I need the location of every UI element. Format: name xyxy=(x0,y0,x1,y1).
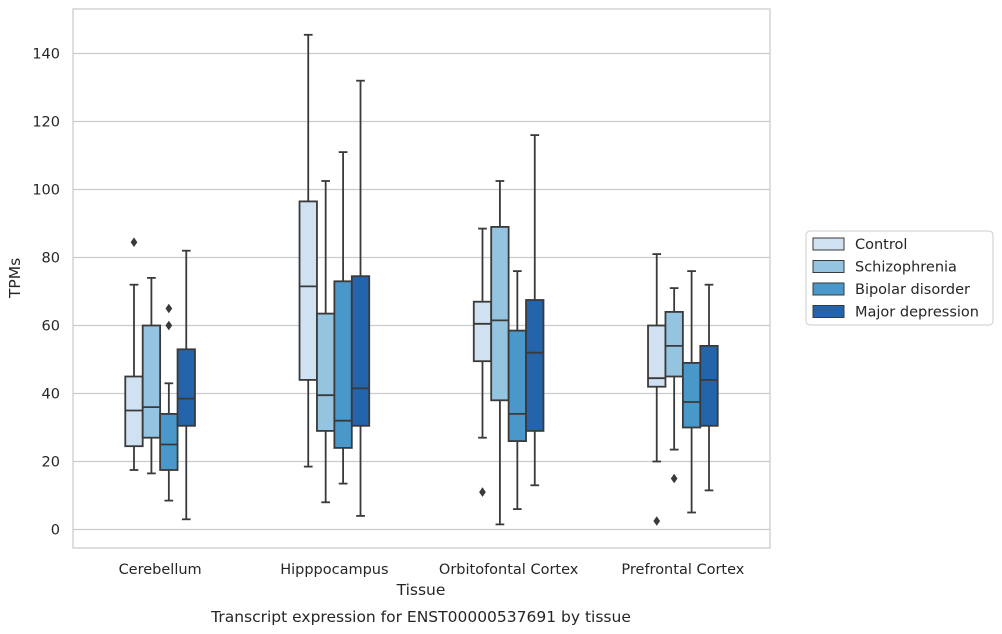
y-tick-label: 40 xyxy=(42,387,60,403)
box-plot-series xyxy=(124,33,719,526)
legend-label: Schizophrenia xyxy=(855,260,957,276)
box-plot xyxy=(298,33,318,468)
legend-swatch xyxy=(812,305,845,318)
y-tick-label: 0 xyxy=(51,523,60,539)
outlier-point xyxy=(130,237,138,247)
y-tick-label: 140 xyxy=(32,47,60,63)
x-tick-label: Prefrontal Cortex xyxy=(621,562,744,578)
y-tick-label: 100 xyxy=(32,183,60,199)
x-axis-label: Tissue xyxy=(396,581,446,599)
y-tick-label: 120 xyxy=(32,115,60,131)
outlier-point xyxy=(479,487,486,497)
box-plot xyxy=(681,270,702,514)
box xyxy=(316,312,336,432)
legend-label: Major depression xyxy=(855,305,979,321)
box xyxy=(350,275,371,427)
legend-label: Control xyxy=(855,237,907,253)
outlier-point xyxy=(165,303,173,314)
box xyxy=(490,225,510,402)
chart-caption: Transcript expression for ENST0000053769… xyxy=(210,608,631,626)
box-plot xyxy=(316,180,336,504)
box-plot xyxy=(507,270,527,511)
x-tick-label: Hipppocampus xyxy=(280,562,388,578)
box xyxy=(472,300,493,363)
box-plot xyxy=(124,237,144,471)
box xyxy=(525,299,545,432)
box-plot xyxy=(159,303,179,502)
legend-frame xyxy=(805,230,994,326)
box xyxy=(699,344,719,427)
x-tick-label: Cerebellum xyxy=(119,562,202,578)
y-tick-label: 80 xyxy=(42,251,60,267)
box-plot xyxy=(525,134,545,487)
x-tick-labels: Cerebellum Hipppocampus Orbitofontal Corte… xyxy=(119,562,745,578)
legend: Control Schizophrenia Bipolar disorder Majo… xyxy=(805,230,994,326)
legend-label: Bipolar disorder xyxy=(855,282,970,298)
box-plot xyxy=(490,180,510,526)
y-axis-label: TPMs xyxy=(6,258,24,299)
box-plot xyxy=(350,79,371,517)
plot-frame xyxy=(72,8,771,549)
box-plot xyxy=(333,151,353,485)
legend-swatch xyxy=(812,260,845,273)
box-plot xyxy=(699,283,719,492)
box-plot xyxy=(664,287,684,484)
box xyxy=(141,324,162,439)
y-tick-label: 60 xyxy=(42,319,60,335)
legend-swatch xyxy=(812,282,845,296)
box-plot xyxy=(141,276,162,475)
box xyxy=(681,361,702,429)
legend-swatch xyxy=(812,237,845,251)
outlier-point xyxy=(670,473,678,484)
outlier-point xyxy=(165,320,173,331)
box-plot xyxy=(176,249,196,521)
box xyxy=(333,280,353,449)
box xyxy=(664,310,684,378)
y-tick-label: 20 xyxy=(42,455,60,471)
box xyxy=(507,329,527,443)
box xyxy=(159,412,179,471)
box-plot xyxy=(472,227,493,497)
x-tick-label: Orbitofontal Cortex xyxy=(439,562,579,578)
box xyxy=(298,200,318,381)
box-plot xyxy=(647,253,667,526)
box xyxy=(176,348,196,427)
outlier-point xyxy=(653,516,661,526)
y-tick-labels: 0 20 40 60 80 100 120 140 xyxy=(32,47,60,539)
